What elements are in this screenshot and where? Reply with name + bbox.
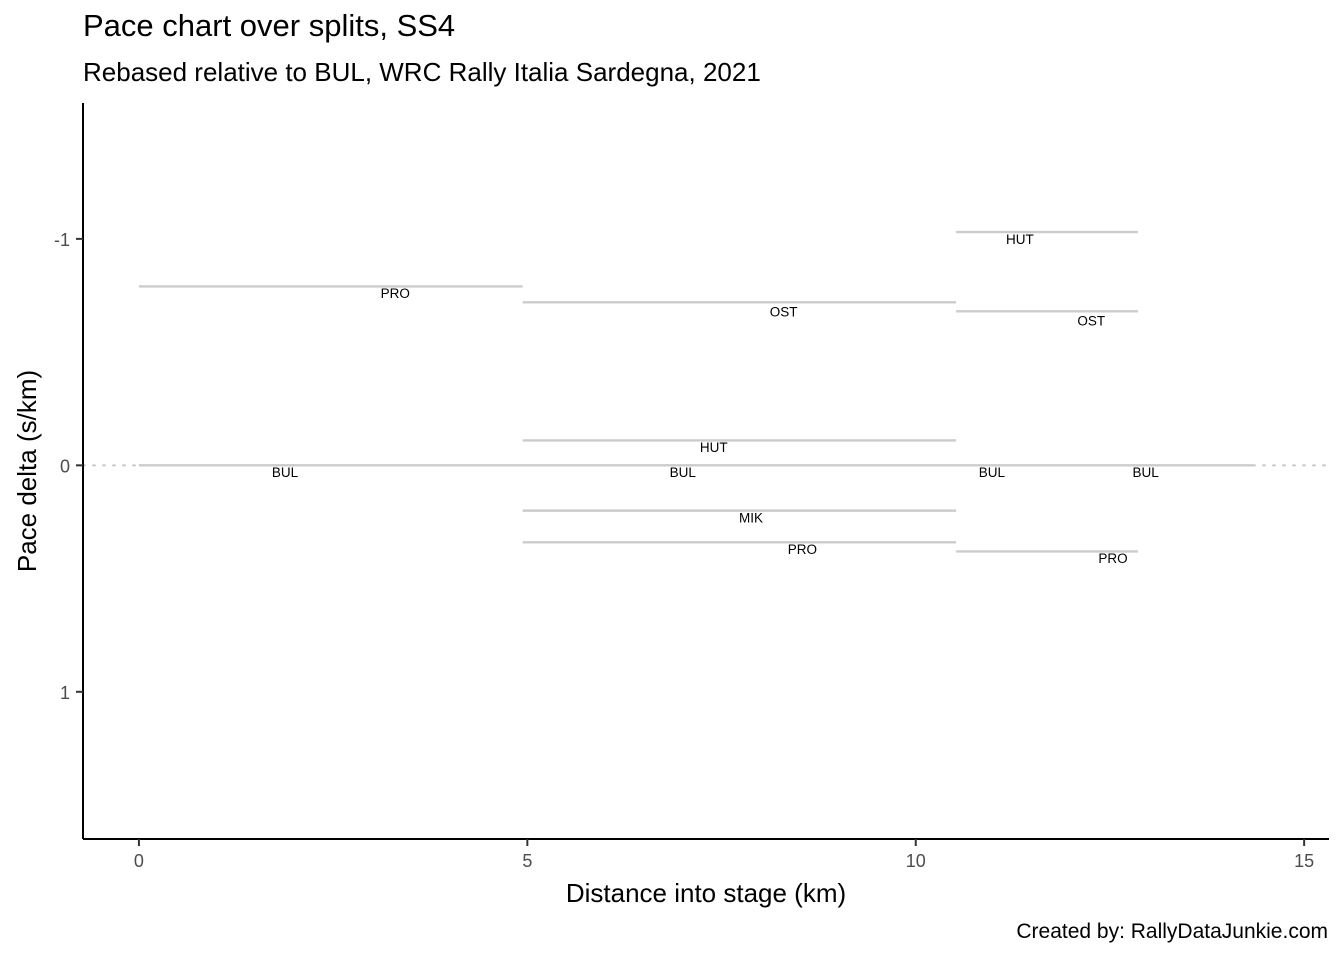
segment-label-ost-2: OST	[770, 304, 798, 319]
x-tick-label: 5	[522, 851, 532, 871]
segment-label-bul-1: BUL	[272, 465, 299, 480]
segment-label-bul-10: BUL	[1133, 465, 1160, 480]
segment-label-mik-5: MIK	[739, 510, 763, 525]
x-axis-title: Distance into stage (km)	[566, 878, 846, 908]
segment-label-bul-4: BUL	[670, 465, 697, 480]
segment-label-pro-11: PRO	[1098, 551, 1127, 566]
x-tick-label: 15	[1294, 851, 1314, 871]
y-tick-label: 1	[60, 683, 70, 703]
x-tick-label: 10	[906, 851, 926, 871]
segment-label-ost-8: OST	[1077, 313, 1105, 328]
chart-subtitle: Rebased relative to BUL, WRC Rally Itali…	[83, 57, 761, 87]
y-tick-label: 0	[60, 456, 70, 476]
segment-label-pro-6: PRO	[788, 542, 817, 557]
x-tick-label: 0	[134, 851, 144, 871]
segment-label-pro-0: PRO	[381, 286, 410, 301]
chart-title: Pace chart over splits, SS4	[83, 8, 456, 43]
chart-axes: 0 5 10 15 -1 0 1 Distance into stage (km) Pace d…	[12, 103, 1329, 908]
segment-label-hut-7: HUT	[1006, 232, 1034, 247]
segment-label-bul-9: BUL	[979, 465, 1006, 480]
chart-caption: Created by: RallyDataJunkie.com	[1016, 920, 1328, 943]
segment-label-hut-3: HUT	[700, 440, 728, 455]
y-tick-label: -1	[54, 230, 70, 250]
y-axis-title: Pace delta (s/km)	[12, 370, 42, 572]
